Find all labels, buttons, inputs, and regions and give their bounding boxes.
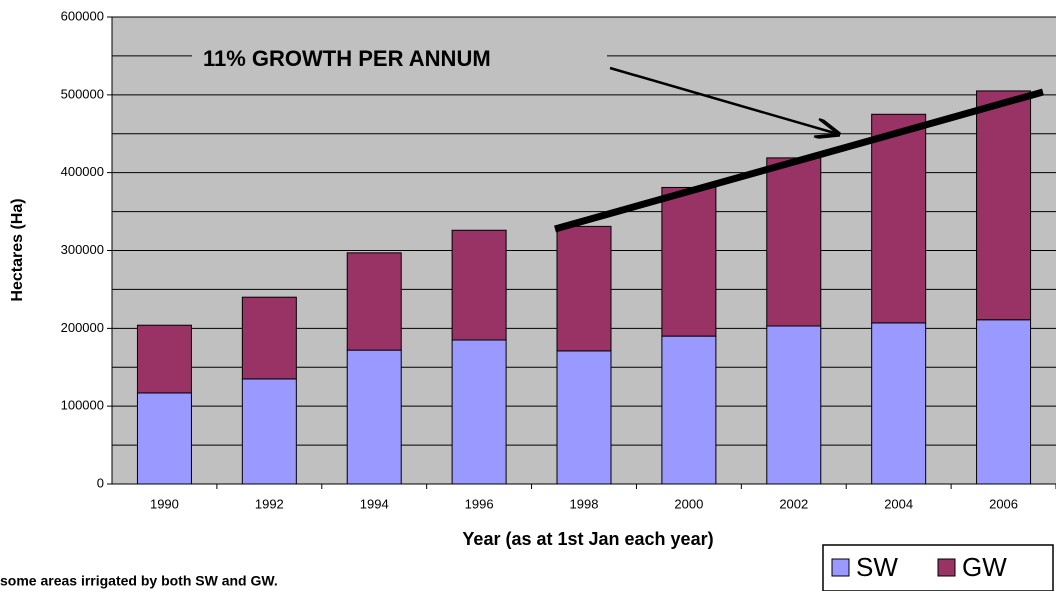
y-axis-title: Hectares (Ha) bbox=[9, 198, 26, 301]
y-tick-label: 200000 bbox=[61, 320, 104, 335]
x-tick-label: 2000 bbox=[674, 496, 703, 511]
bar-segment bbox=[241, 296, 297, 380]
x-tick-label: 1996 bbox=[465, 496, 494, 511]
bar-segment bbox=[451, 229, 507, 341]
bar-segment bbox=[871, 113, 927, 324]
legend-swatch bbox=[937, 558, 956, 577]
bar-segment bbox=[241, 378, 297, 485]
y-tick-label: 500000 bbox=[61, 86, 104, 101]
legend-label: SW bbox=[856, 552, 898, 582]
annotation-background bbox=[192, 44, 607, 76]
footnote: some areas irrigated by both SW and GW. bbox=[0, 573, 278, 589]
x-tick-label: 1990 bbox=[150, 496, 179, 511]
bar-segment bbox=[136, 392, 192, 485]
bar-segment bbox=[661, 335, 717, 485]
bar-segment bbox=[976, 90, 1032, 321]
annotation: 11% GROWTH PER ANNUM bbox=[203, 46, 491, 71]
bar-segment bbox=[661, 186, 717, 337]
y-tick-label: 300000 bbox=[61, 242, 104, 257]
x-tick-label: 1994 bbox=[360, 496, 389, 511]
legend-label: GW bbox=[962, 552, 1007, 582]
bar-segment bbox=[346, 349, 402, 485]
bar-segment bbox=[451, 339, 507, 485]
y-tick-label: 400000 bbox=[61, 164, 104, 179]
x-axis-title: Year (as at 1st Jan each year) bbox=[462, 529, 713, 549]
x-tick-label: 2004 bbox=[884, 496, 913, 511]
x-tick-label: 2002 bbox=[779, 496, 808, 511]
legend-swatch bbox=[831, 558, 850, 577]
trend-line bbox=[554, 88, 1044, 233]
y-tick-label: 600000 bbox=[61, 8, 104, 23]
bar-segment bbox=[976, 319, 1032, 485]
bar-segment bbox=[556, 225, 612, 352]
x-tick-label: 1992 bbox=[255, 496, 284, 511]
bar-segment bbox=[346, 252, 402, 351]
bar-segment bbox=[871, 322, 927, 485]
bar-segment bbox=[556, 350, 612, 485]
bar-segment bbox=[766, 157, 822, 327]
x-tick-label: 2006 bbox=[989, 496, 1018, 511]
x-tick-label: 1998 bbox=[570, 496, 599, 511]
y-tick-label: 0 bbox=[97, 475, 104, 490]
bar-segment bbox=[136, 324, 192, 394]
bar-segment bbox=[766, 325, 822, 485]
annotation-arrow bbox=[609, 66, 838, 134]
y-tick-label: 100000 bbox=[61, 398, 104, 413]
